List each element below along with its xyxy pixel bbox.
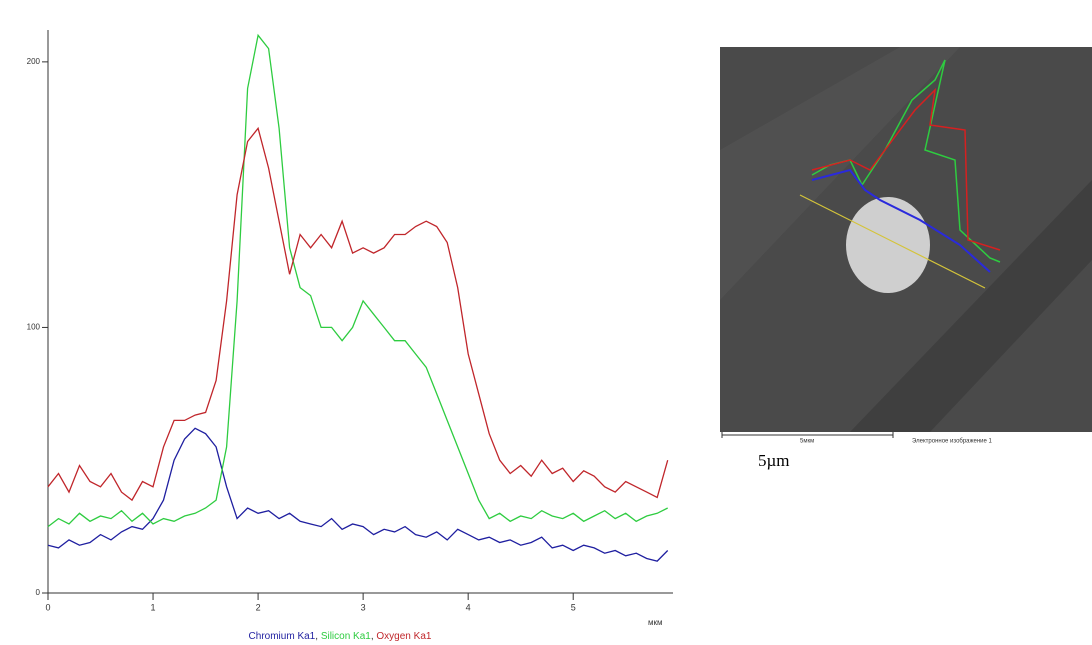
x-axis-label: мкм <box>648 618 663 627</box>
legend-entry: Chromium Ka1 <box>249 631 316 642</box>
scale-note: 5µm <box>758 451 790 470</box>
legend-entry: Oxygen Ka1 <box>376 631 431 642</box>
body: {"chart_data": {"type": "line", "x_label… <box>0 0 1092 645</box>
legend: Chromium Ka1, Silicon Ka1, Oxygen Ka1 <box>249 631 432 642</box>
page: EDS line scan body { margin: 0; backgrou… <box>0 0 1092 645</box>
x-tick-label: 2 <box>256 602 261 612</box>
figure: 5мкм Электронное изображение 1 5µm мкм C… <box>0 0 1092 645</box>
sem-particle <box>846 197 930 293</box>
y-tick-label: 0 <box>36 588 41 597</box>
scale-label: 5мкм <box>800 439 814 445</box>
x-tick-label: 3 <box>361 602 366 612</box>
y-tick-label: 200 <box>27 57 41 66</box>
x-tick-label: 1 <box>151 602 156 612</box>
series-line <box>48 35 668 526</box>
x-tick-label: 5 <box>571 602 576 612</box>
x-tick-label: 0 <box>45 602 50 612</box>
series-line <box>48 428 668 561</box>
sem-image: 5мкм Электронное изображение 1 5µm <box>720 47 1092 470</box>
y-tick-label: 100 <box>27 323 41 332</box>
legend-entry: Silicon Ka1 <box>321 631 371 642</box>
x-tick-label: 4 <box>466 602 471 612</box>
image-caption: Электронное изображение 1 <box>912 439 993 445</box>
